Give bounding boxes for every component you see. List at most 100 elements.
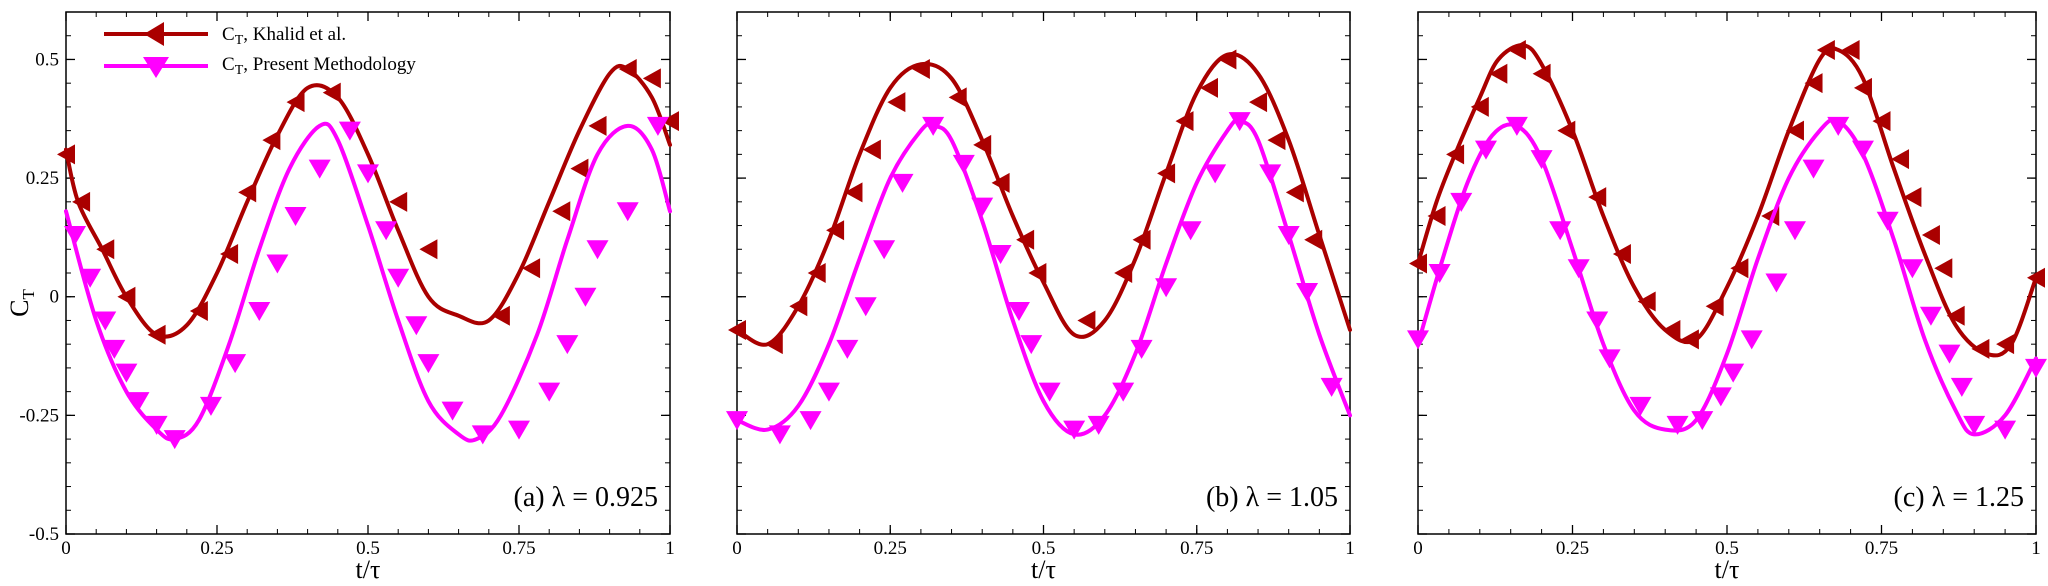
series-marker-khalid-a xyxy=(117,286,136,307)
x-tick-label-b: 0.25 xyxy=(874,538,907,559)
series-marker-present-a xyxy=(79,268,102,288)
series-marker-khalid-c xyxy=(2027,267,2045,288)
series-marker-present-a xyxy=(417,354,440,374)
series-marker-present-a xyxy=(248,301,271,321)
series-marker-present-c xyxy=(1474,140,1497,160)
series-marker-present-b xyxy=(1038,382,1061,402)
x-tick-label-b: 0.5 xyxy=(1032,538,1056,559)
series-marker-khalid-b xyxy=(1285,182,1304,203)
series-marker-khalid-b xyxy=(844,182,863,203)
series-marker-present-c xyxy=(1629,396,1652,416)
series-marker-khalid-c xyxy=(1470,96,1489,117)
series-marker-present-a xyxy=(586,240,609,260)
series-marker-present-b xyxy=(1130,339,1153,359)
series-marker-present-b xyxy=(989,245,1012,265)
series-marker-present-a xyxy=(163,430,186,450)
series-marker-khalid-a xyxy=(570,158,589,179)
series-marker-khalid-c xyxy=(1446,144,1465,165)
series-marker-present-c xyxy=(2025,358,2047,378)
legend-label-khalid-sub: T xyxy=(235,33,244,48)
series-marker-present-a xyxy=(556,335,579,355)
panel-label-a: (a) λ = 0.925 xyxy=(514,482,658,513)
series-marker-khalid-c xyxy=(1730,258,1749,279)
series-marker-present-a xyxy=(508,420,530,440)
series-marker-present-c xyxy=(1765,273,1788,293)
series-marker-present-c xyxy=(1691,411,1714,431)
series-marker-khalid-c xyxy=(1903,187,1922,208)
legend-marker-present xyxy=(143,57,169,78)
series-marker-khalid-a xyxy=(147,324,166,345)
series-marker-present-c xyxy=(1827,116,1850,136)
series-marker-present-a xyxy=(405,316,428,336)
series-marker-present-c xyxy=(1598,349,1621,369)
series-marker-present-a xyxy=(103,339,126,359)
series-marker-present-b xyxy=(726,411,748,431)
series-marker-khalid-b xyxy=(1249,92,1268,113)
series-marker-present-b xyxy=(922,116,945,136)
series-marker-khalid-a xyxy=(189,300,208,321)
series-marker-present-b xyxy=(873,240,896,260)
series-marker-present-a xyxy=(646,116,669,136)
series-marker-present-b xyxy=(836,339,859,359)
panel-label-b: (b) λ = 1.05 xyxy=(1206,482,1338,513)
y-axis-title-main: C xyxy=(5,300,34,317)
series-marker-present-a xyxy=(284,207,307,227)
series-marker-present-a xyxy=(471,425,494,445)
series-marker-present-c xyxy=(1530,150,1553,170)
x-axis-title-c: t/τ xyxy=(1715,555,1740,584)
series-marker-present-c xyxy=(1851,140,1874,160)
series-marker-khalid-c xyxy=(1427,206,1446,227)
series-marker-present-c xyxy=(1802,159,1825,179)
series-marker-khalid-b xyxy=(911,58,930,79)
x-tick-label-a: 0.5 xyxy=(356,538,380,559)
series-marker-khalid-c xyxy=(1996,334,2015,355)
series-marker-khalid-b xyxy=(1016,229,1035,250)
series-marker-khalid-c xyxy=(1489,63,1508,84)
series-marker-khalid-c xyxy=(1705,296,1724,317)
series-marker-present-b xyxy=(1087,415,1110,435)
series-marker-khalid-c xyxy=(1557,120,1576,141)
series-marker-present-a xyxy=(574,287,597,307)
series-marker-khalid-c xyxy=(1816,39,1835,60)
series-marker-khalid-c xyxy=(1934,258,1953,279)
legend: CT, Khalid et al. CT , Present Methodolog… xyxy=(104,22,416,78)
series-marker-khalid-b xyxy=(1157,163,1176,184)
x-tick-label-a: 0 xyxy=(61,538,71,559)
series-marker-khalid-b xyxy=(948,87,967,108)
x-tick-label-c: 0.5 xyxy=(1715,538,1739,559)
series-marker-present-c xyxy=(1666,415,1689,435)
legend-label-present-prefix: C xyxy=(222,54,235,75)
y-tick-label-a: -0.25 xyxy=(19,405,59,426)
series-marker-khalid-b xyxy=(1267,130,1286,151)
legend-label-khalid-prefix: C xyxy=(222,24,235,45)
series-marker-present-b xyxy=(1007,301,1030,321)
series-marker-khalid-b xyxy=(764,334,783,355)
series-marker-present-a xyxy=(538,382,561,402)
series-marker-present-b xyxy=(1155,278,1178,298)
series-marker-present-b xyxy=(817,382,840,402)
series-marker-khalid-c xyxy=(1409,253,1427,274)
series-marker-present-b xyxy=(1020,335,1043,355)
series-marker-khalid-b xyxy=(1114,263,1133,283)
series-marker-present-c xyxy=(1450,192,1473,212)
series-marker-khalid-a xyxy=(72,191,91,212)
series-marker-khalid-b xyxy=(1218,49,1237,70)
series-marker-present-c xyxy=(1876,211,1899,231)
series-marker-present-b xyxy=(1063,420,1086,440)
series-marker-present-a xyxy=(94,311,117,331)
series-marker-present-b xyxy=(799,411,822,431)
series-marker-khalid-a xyxy=(389,191,408,212)
series-marker-khalid-c xyxy=(1507,39,1526,60)
legend-label-present-text: , Present Methodology xyxy=(243,54,416,75)
series-marker-khalid-c xyxy=(1637,291,1656,312)
x-tick-label-a: 1 xyxy=(665,538,675,559)
series-marker-khalid-c xyxy=(1971,338,1990,359)
legend-label-khalid: CT, Khalid et al. xyxy=(222,24,346,48)
series-line-present-b xyxy=(735,118,1352,437)
plot-frame-a xyxy=(65,11,671,535)
series-marker-khalid-b xyxy=(1028,263,1047,283)
series-marker-present-a xyxy=(145,415,168,435)
y-axis-title-sub: T xyxy=(19,289,38,300)
series-marker-khalid-a xyxy=(238,182,257,203)
series-marker-khalid-a xyxy=(618,58,637,79)
